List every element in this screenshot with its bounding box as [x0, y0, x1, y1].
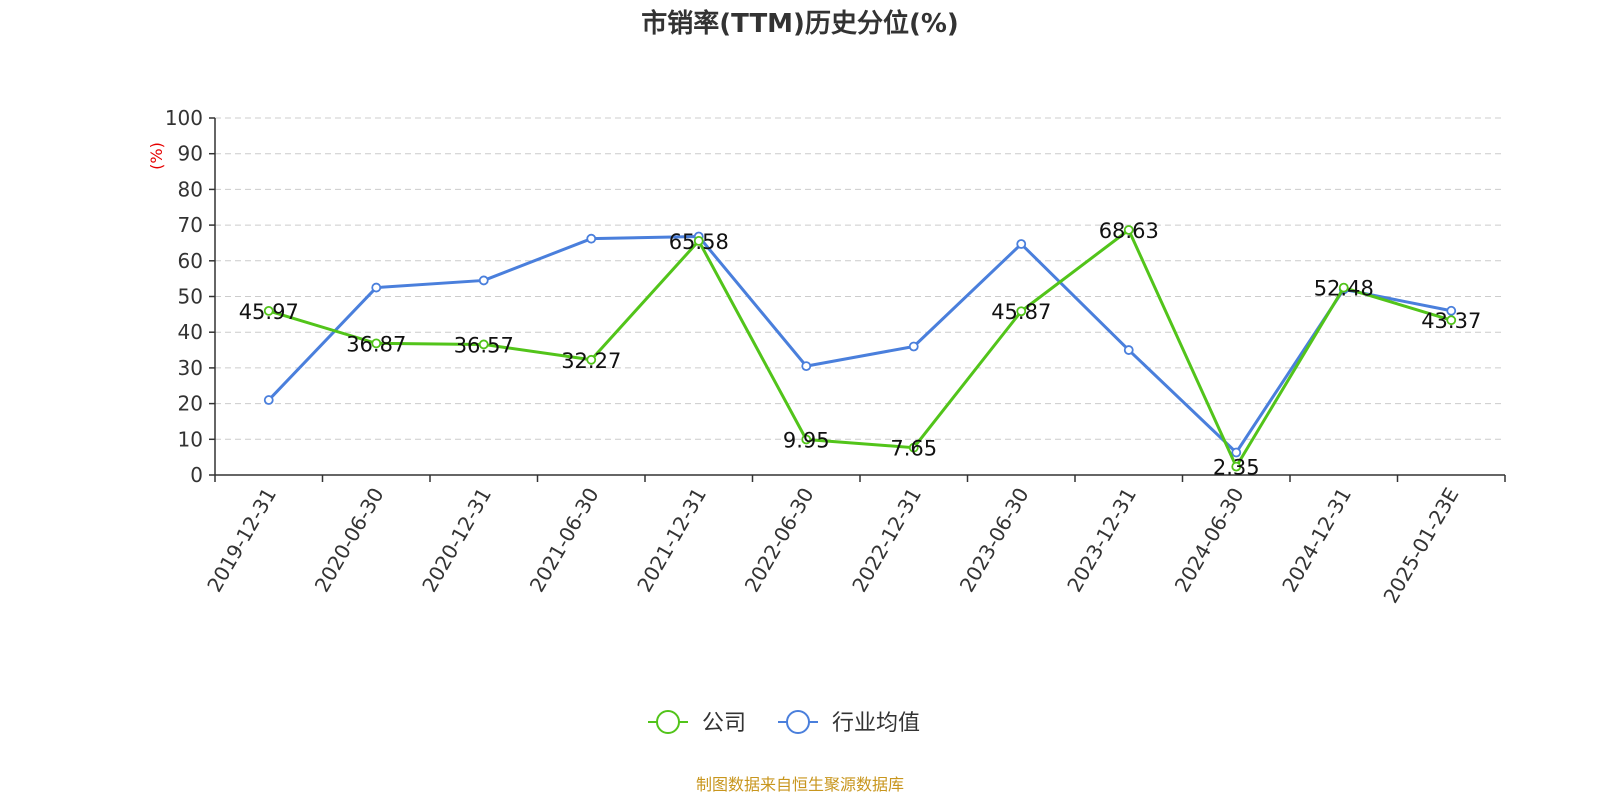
data-point-s1-2[interactable] — [478, 275, 489, 286]
data-point-s0-6[interactable] — [908, 442, 919, 453]
data-point-s1-5[interactable] — [801, 361, 812, 372]
data-point-s1-11[interactable] — [1446, 305, 1457, 316]
data-point-s1-0[interactable] — [263, 395, 274, 405]
y-tick-label: 20 — [178, 392, 203, 416]
data-point-s0-10[interactable] — [1338, 282, 1349, 293]
x-tick-label: 2023-12-31 — [1062, 484, 1141, 597]
data-label: 7.65 — [890, 437, 937, 461]
x-tick-label: 2020-12-31 — [417, 484, 496, 597]
data-point-s0-7[interactable] — [1016, 306, 1027, 317]
grid-lines — [215, 117, 1505, 440]
data-label: 32.27 — [561, 349, 621, 373]
data-point-s0-0[interactable] — [263, 305, 274, 316]
data-label: 65.58 — [669, 230, 729, 254]
x-tick-label: 2022-12-31 — [847, 484, 926, 597]
data-point-s0-5[interactable] — [801, 434, 812, 445]
x-tick-label: 2020-06-30 — [310, 484, 389, 597]
series-layer — [263, 225, 1457, 472]
x-tick-label: 2025-01-23E — [1378, 484, 1463, 608]
data-label: 45.87 — [991, 300, 1051, 324]
data-point-s1-1[interactable] — [371, 282, 382, 293]
y-tick-label: 40 — [178, 320, 203, 344]
data-point-s1-7[interactable] — [1016, 239, 1027, 249]
data-label: 9.95 — [783, 428, 830, 452]
data-point-s0-4[interactable] — [693, 235, 704, 246]
data-labels: 45.97 36.87 36.57 32.27 65.58 9.95 7.65 45.87 68… — [239, 219, 1482, 480]
y-tick-label: 70 — [178, 213, 203, 237]
x-tick-label: 2023-06-30 — [955, 484, 1034, 597]
y-tick-label: 10 — [178, 427, 203, 451]
data-label: 2.35 — [1213, 456, 1260, 480]
y-tick-label: 50 — [178, 285, 203, 309]
y-tick-label: 30 — [178, 356, 203, 380]
data-point-s0-9[interactable] — [1231, 461, 1242, 472]
x-tick-label: 2021-06-30 — [525, 484, 604, 597]
legend-label: 行业均值 — [832, 711, 920, 736]
legend: 公司 行业均值 — [648, 710, 920, 736]
legend-label: 公司 — [702, 711, 746, 736]
data-point-s0-8[interactable] — [1123, 225, 1134, 235]
legend-item-1[interactable]: 行业均值 — [778, 710, 920, 736]
y-axis-ticks: 0 10 20 30 40 50 60 70 80 90 100 — [165, 106, 215, 487]
legend-marker — [656, 710, 680, 734]
data-point-s1-3[interactable] — [586, 233, 597, 244]
y-tick-label: 90 — [178, 142, 203, 166]
data-label: 43.37 — [1421, 309, 1481, 333]
data-point-s1-6[interactable] — [908, 341, 919, 352]
y-tick-label: 80 — [178, 177, 203, 201]
data-point-s1-8[interactable] — [1123, 345, 1134, 355]
x-tick-label: 2024-12-31 — [1277, 484, 1356, 597]
x-tick-label: 2019-12-31 — [202, 484, 281, 597]
data-label: 68.63 — [1099, 219, 1159, 243]
data-label: 36.87 — [346, 332, 406, 356]
data-point-s0-3[interactable] — [586, 354, 597, 365]
legend-item-0[interactable]: 公司 — [648, 710, 746, 736]
y-tick-label: 0 — [190, 463, 203, 487]
data-point-s0-1[interactable] — [371, 338, 382, 349]
data-point-s0-2[interactable] — [478, 339, 489, 350]
x-tick-label: 2022-06-30 — [740, 484, 819, 597]
source-note: 制图数据来自恒生聚源数据库 — [696, 775, 904, 794]
series-line-0 — [268, 228, 1452, 469]
data-point-s1-9[interactable] — [1231, 447, 1242, 458]
x-tick-label: 2021-12-31 — [632, 484, 711, 597]
legend-marker — [786, 710, 810, 734]
y-unit-label: (%) — [147, 142, 166, 170]
data-point-s0-11[interactable] — [1446, 315, 1457, 326]
data-label: 52.48 — [1314, 277, 1374, 301]
y-tick-label: 60 — [178, 249, 203, 273]
data-label: 36.57 — [454, 333, 514, 357]
data-label: 45.97 — [239, 300, 299, 324]
chart-title: 市销率(TTM)历史分位(%) — [641, 8, 959, 39]
series-line-1 — [267, 235, 1452, 455]
x-tick-label: 2024-06-30 — [1170, 484, 1249, 597]
y-tick-label: 100 — [165, 106, 203, 130]
x-axis-ticks: 2019-12-31 2020-06-30 2020-12-31 2021-06-30… — [202, 475, 1506, 608]
